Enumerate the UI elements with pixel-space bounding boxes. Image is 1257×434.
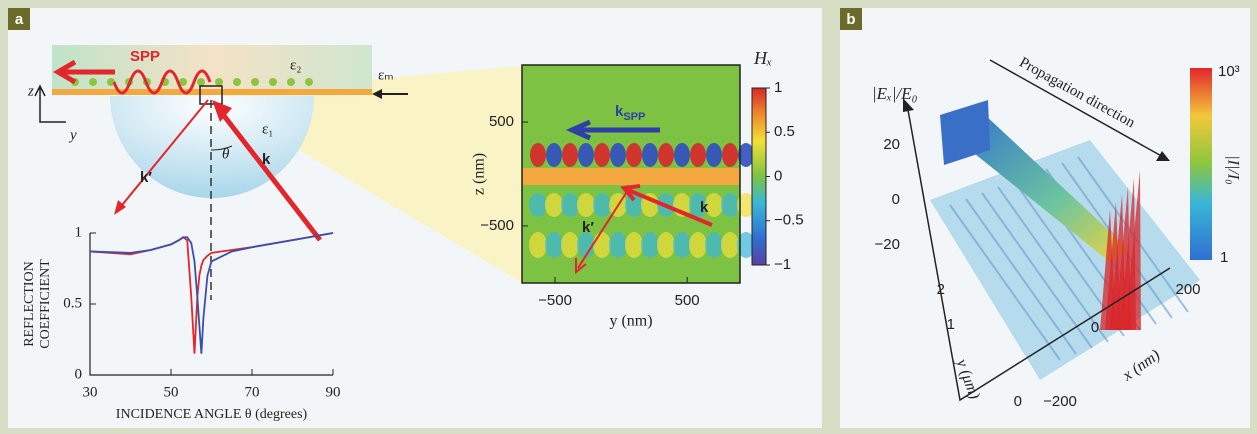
field-dot xyxy=(251,78,259,86)
field-tick-label: 20 xyxy=(883,136,900,153)
field-lobe xyxy=(722,143,738,167)
field-lobe xyxy=(529,232,547,258)
panel-label: a xyxy=(15,11,24,28)
field-lobe xyxy=(561,193,579,217)
field-lobe xyxy=(642,143,658,167)
field-lobe xyxy=(689,232,707,258)
y-axis-label: z (nm) xyxy=(471,153,488,195)
field-lobe xyxy=(641,232,659,258)
x-axis-label: y (nm) xyxy=(609,313,652,330)
y-tick-label: 500 xyxy=(489,113,514,130)
field-lobe xyxy=(625,232,643,258)
y-tick-label: −500 xyxy=(480,217,514,234)
field-dot xyxy=(305,78,313,86)
field-tick-label: −20 xyxy=(875,236,900,253)
colorbar-title: |I|/I₀ xyxy=(1224,155,1241,184)
colorbar-tick-label: 1 xyxy=(1220,249,1228,266)
y-tick-label: 0 xyxy=(1014,393,1022,410)
x-tick-label: 70 xyxy=(245,384,260,400)
x-tick-label: 50 xyxy=(164,384,179,400)
x-tick-label: 200 xyxy=(1175,281,1200,298)
field-dot xyxy=(287,78,295,86)
y-tick-label: 1 xyxy=(75,224,83,240)
axis-label: z xyxy=(27,83,34,99)
field-lobe xyxy=(545,232,563,258)
eps-label: εₘ xyxy=(378,67,394,83)
eps-label: ε₂ xyxy=(290,57,302,73)
metal-film xyxy=(522,168,740,185)
eps-label: ε₁ xyxy=(262,121,274,137)
field-lobe xyxy=(577,193,595,217)
x-tick-label: −500 xyxy=(538,292,572,309)
colorbar xyxy=(1190,68,1212,260)
field-lobe xyxy=(674,143,690,167)
x-axis-label: INCIDENCE ANGLE θ (degrees) xyxy=(116,407,308,422)
spp-label: SPP xyxy=(130,48,160,65)
colorbar-tick-label: 0 xyxy=(774,167,782,184)
wavevector-label: k xyxy=(262,151,271,168)
field-dot xyxy=(197,78,205,86)
field-lobe xyxy=(690,143,706,167)
wavevector-label: k′ xyxy=(140,169,152,186)
y-tick-label: 1 xyxy=(947,316,955,333)
field-lobe xyxy=(706,143,722,167)
field-lobe xyxy=(705,232,723,258)
wavevector-label: k xyxy=(700,199,709,216)
field-dot xyxy=(215,78,223,86)
y-axis-label: COEFFICIENT xyxy=(38,259,53,349)
field-lobe xyxy=(561,232,579,258)
axis-label: y xyxy=(68,127,77,143)
colorbar-title: Hₓ xyxy=(753,48,772,68)
x-tick-label: 90 xyxy=(326,384,341,400)
colorbar-tick-label: −1 xyxy=(774,256,791,273)
field-lobe xyxy=(545,193,563,217)
field-lobe xyxy=(673,232,691,258)
field-lobe xyxy=(529,193,547,217)
field-lobe xyxy=(609,232,627,258)
colorbar-tick-label: 0.5 xyxy=(774,123,795,140)
field-dot xyxy=(89,78,97,86)
colorbar xyxy=(752,88,766,265)
angle-label: θ xyxy=(222,146,230,162)
metal xyxy=(52,89,372,95)
x-tick-label: 0 xyxy=(1091,319,1099,336)
colorbar-tick-label: 1 xyxy=(774,79,782,96)
field-map xyxy=(522,65,755,283)
x-tick-label: −200 xyxy=(1043,393,1077,410)
y-tick-label: 2 xyxy=(937,281,945,298)
field-lobe xyxy=(530,143,546,167)
field-dot xyxy=(233,78,241,86)
field-lobe xyxy=(594,143,610,167)
field-tick-label: 0 xyxy=(892,191,900,208)
y-axis-label: REFLECTION xyxy=(22,261,37,347)
field-lobe xyxy=(658,143,674,167)
field-lobe xyxy=(721,193,739,217)
x-tick-label: 500 xyxy=(675,292,700,309)
x-tick-label: 30 xyxy=(83,384,98,400)
colorbar-tick-label: 10³ xyxy=(1218,63,1240,80)
field-lobe xyxy=(721,232,739,258)
field-lobe xyxy=(657,232,675,258)
panel-label: b xyxy=(846,11,855,28)
field-lobe xyxy=(546,143,562,167)
field-lobe xyxy=(593,193,611,217)
y-tick-label: 0 xyxy=(75,366,83,382)
field-lobe xyxy=(610,143,626,167)
wavevector-label: k′ xyxy=(582,219,594,236)
figure: a b SPP ε₂ εₘ ε₁ z y θ k′ k 30 50 70 90 0 0.5 1 INCIDENCE … xyxy=(0,0,1257,434)
field-lobe xyxy=(593,232,611,258)
field-dot xyxy=(269,78,277,86)
field-lobe xyxy=(562,143,578,167)
colorbar-tick-label: −0.5 xyxy=(774,212,804,229)
field-axis-label: |Eₓ|/E₀ xyxy=(872,84,918,103)
field-lobe xyxy=(578,143,594,167)
wavevector-sub: SPP xyxy=(623,111,645,123)
field-lobe xyxy=(626,143,642,167)
y-tick-label: 0.5 xyxy=(63,295,82,311)
